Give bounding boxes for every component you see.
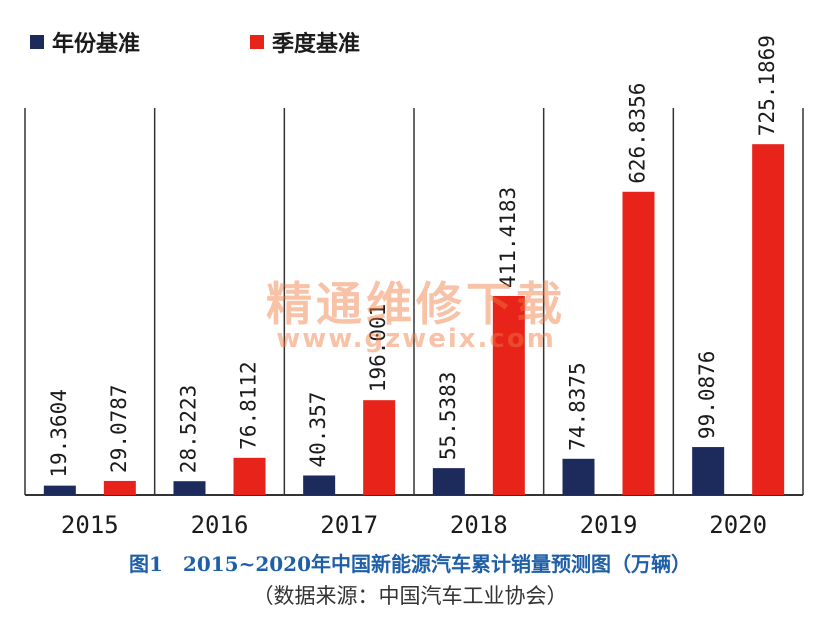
x-tick-label-2020: 2020: [709, 511, 767, 539]
value-label-quarterly-2016: 76.8112: [237, 361, 261, 450]
bar-quarterly-2017: [363, 400, 396, 495]
x-tick-label-2015: 2015: [61, 511, 119, 539]
bar-annual-2020: [692, 447, 725, 495]
bar-annual-2015: [43, 485, 76, 495]
value-label-annual-2015: 19.3604: [47, 389, 71, 478]
legend-item-annual: 年份基准: [30, 26, 140, 58]
watermark-url: www.gzweix.com: [276, 324, 556, 354]
data-source: （数据来源：中国汽车工业协会）: [252, 584, 568, 608]
legend-label-quarterly: 季度基准: [272, 32, 361, 57]
value-label-quarterly-2017: 196.001: [366, 304, 390, 393]
x-tick-label-2019: 2019: [580, 511, 638, 539]
value-label-quarterly-2018: 411.4183: [496, 187, 520, 288]
bar-annual-2017: [303, 475, 336, 495]
bar-quarterly-2018: [492, 295, 525, 495]
bar-quarterly-2020: [752, 144, 785, 495]
value-label-annual-2017: 40.357: [306, 392, 330, 468]
value-label-quarterly-2015: 29.0787: [107, 384, 131, 473]
legend-swatch-annual: [30, 35, 44, 49]
bar-quarterly-2019: [622, 191, 655, 495]
legend-item-quarterly: 季度基准: [250, 26, 360, 58]
legend: 年份基准 季度基准: [30, 26, 450, 58]
legend-swatch-quarterly: [250, 35, 264, 49]
bar-quarterly-2016: [233, 457, 266, 495]
bar-annual-2016: [173, 481, 206, 495]
bar-chart: 19.3604 29.0787 2015 28.5223 76.8112 2016 40.3…: [24, 35, 804, 539]
x-tick-label-2018: 2018: [450, 511, 508, 539]
value-label-annual-2020: 99.0876: [695, 351, 719, 440]
legend-label-annual: 年份基准: [52, 32, 141, 57]
bar-annual-2019: [562, 458, 595, 495]
figure-caption: 图1 2015~2020年中国新能源汽车累计销量预测图（万辆）: [128, 552, 691, 576]
watermark-text: 精通维修下载: [266, 277, 566, 331]
bar-annual-2018: [432, 468, 465, 495]
value-label-annual-2018: 55.5383: [436, 372, 460, 461]
x-tick-label-2016: 2016: [191, 511, 249, 539]
value-label-quarterly-2019: 626.8356: [626, 83, 650, 184]
value-label-quarterly-2020: 725.1869: [755, 35, 779, 136]
x-tick-label-2017: 2017: [320, 511, 378, 539]
bar-quarterly-2015: [103, 480, 136, 495]
value-label-annual-2019: 74.8375: [566, 362, 590, 451]
value-label-annual-2016: 28.5223: [177, 385, 201, 474]
